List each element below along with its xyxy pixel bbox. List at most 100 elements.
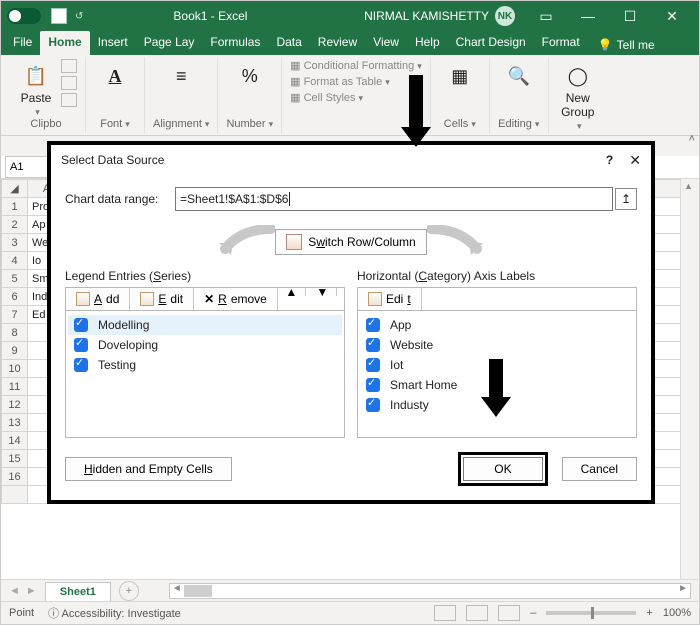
row-header[interactable]: 13 [2,414,28,432]
cells-button[interactable]: ▦ [439,59,481,89]
editing-button[interactable]: 🔍 [498,59,540,89]
new-group-button[interactable]: ◯ New Group▾ [557,59,599,132]
checkbox[interactable] [366,398,380,412]
page-layout-view-icon[interactable] [466,605,488,621]
row-header[interactable]: 5 [2,270,28,288]
dialog-titlebar: Select Data Source ? ✕ [51,145,651,175]
format-as-table-button[interactable]: ▦ Format as Table▾ [290,75,390,88]
checkbox[interactable] [366,378,380,392]
paste-button[interactable]: 📋 Paste ▾ [15,59,57,118]
new-sheet-button[interactable]: + [119,581,139,601]
cell-styles-button[interactable]: ▦ Cell Styles▾ [290,91,363,104]
font-button[interactable]: A [94,59,136,89]
conditional-formatting-button[interactable]: ▦ Conditional Formatting▾ [290,59,422,72]
copy-icon[interactable] [61,76,77,90]
hidden-empty-cells-button[interactable]: Hidden and Empty CellsHidden and Empty C… [65,457,232,481]
tab-review[interactable]: Review [310,31,365,55]
add-series-button[interactable]: AddAdd [66,288,130,310]
group-number: % Number▾ [218,57,282,133]
row-header[interactable]: 2 [2,216,28,234]
zoom-out-icon[interactable]: – [530,607,536,619]
page-break-view-icon[interactable] [498,605,520,621]
edit-icon [368,292,382,306]
help-icon[interactable]: ? [606,153,613,167]
row-header[interactable]: 6 [2,288,28,306]
row-header[interactable]: 10 [2,360,28,378]
checkbox[interactable] [74,358,88,372]
maximize-icon[interactable]: ☐ [609,1,651,31]
list-item[interactable]: Website [360,335,634,355]
checkbox[interactable] [366,318,380,332]
list-item[interactable]: Testing [68,355,342,375]
row-header[interactable]: 16 [2,468,28,486]
checkbox[interactable] [366,358,380,372]
row-header[interactable] [2,486,28,504]
zoom-in-icon[interactable]: + [646,607,652,619]
row-header[interactable]: 4 [2,252,28,270]
cut-icon[interactable] [61,59,77,73]
tell-me[interactable]: 💡 Tell me [588,31,663,55]
row-header[interactable]: 14 [2,432,28,450]
row-header[interactable]: 12 [2,396,28,414]
list-item[interactable]: Doveloping [68,335,342,355]
normal-view-icon[interactable] [434,605,456,621]
checkbox[interactable] [366,338,380,352]
close-icon[interactable]: ✕ [629,152,641,169]
switch-row-column-button[interactable]: Switch Row/Column Switch Row/Column [275,229,426,255]
tab-help[interactable]: Help [407,31,448,55]
tab-data[interactable]: Data [268,31,309,55]
tab-home[interactable]: Home [40,31,89,55]
tab-page-layout[interactable]: Page Lay [136,31,203,55]
minimize-icon[interactable]: — [567,1,609,31]
row-header[interactable]: 9 [2,342,28,360]
zoom-level[interactable]: 100% [663,607,691,619]
move-down-button[interactable]: ▼ [309,288,337,296]
move-up-button[interactable]: ▲ [278,288,306,296]
cancel-button[interactable]: Cancel [562,457,637,481]
sheet-nav[interactable]: ◄► [1,585,45,597]
list-item[interactable]: App [360,315,634,335]
account-area[interactable]: NIRMAL KAMISHETTY NK [364,6,515,26]
dialog-title: Select Data Source [61,153,164,167]
checkbox[interactable] [74,318,88,332]
format-painter-icon[interactable] [61,93,77,107]
row-header[interactable]: 8 [2,324,28,342]
tab-formulas[interactable]: Formulas [202,31,268,55]
row-header[interactable]: 11 [2,378,28,396]
edit-series-button[interactable]: EditEdit [130,288,194,310]
sheet-tab-active[interactable]: Sheet1 [45,582,111,601]
checkbox[interactable] [74,338,88,352]
tab-format[interactable]: Format [534,31,588,55]
autosave-toggle[interactable] [7,8,41,24]
row-header[interactable]: 1 [2,198,28,216]
select-all[interactable]: ◢ [2,180,28,198]
ok-button[interactable]: OK [463,457,542,481]
range-picker-icon[interactable]: ↥ [615,188,637,210]
group-label-number: Number [226,118,265,130]
tab-view[interactable]: View [365,31,407,55]
collapse-ribbon-icon[interactable]: ˄ [689,133,695,145]
vertical-scrollbar[interactable] [680,179,699,579]
remove-series-button[interactable]: ✕ RemoveRemove [194,288,278,310]
alignment-button[interactable]: ≡ [160,59,202,89]
ribbon-display-icon[interactable]: ▭ [525,1,567,31]
chart-data-range-input[interactable]: =Sheet1!$A$1:$D$6 [175,187,613,211]
edit-axis-button[interactable]: EditEdit [358,288,422,310]
row-header[interactable]: 7 [2,306,28,324]
tab-chart-design[interactable]: Chart Design [448,31,534,55]
row-header[interactable]: 15 [2,450,28,468]
list-item[interactable]: Modelling [68,315,342,335]
save-icon[interactable] [51,8,67,24]
series-listbox[interactable]: Modelling Doveloping Testing [65,310,345,438]
group-new: ◯ New Group▾ [549,57,607,133]
number-button[interactable]: % [229,59,271,89]
row-header[interactable]: 3 [2,234,28,252]
accessibility-status[interactable]: ⓘ Accessibility: Investigate [48,605,181,621]
undo-icon[interactable]: ↺ [75,11,83,22]
zoom-slider[interactable] [546,611,636,615]
tab-insert[interactable]: Insert [90,31,136,55]
tab-file[interactable]: File [5,31,40,55]
excel-window: ↺ Book1 - Excel NIRMAL KAMISHETTY NK ▭ —… [0,0,700,625]
horizontal-scrollbar[interactable] [169,583,691,599]
close-icon[interactable]: ✕ [651,1,693,31]
